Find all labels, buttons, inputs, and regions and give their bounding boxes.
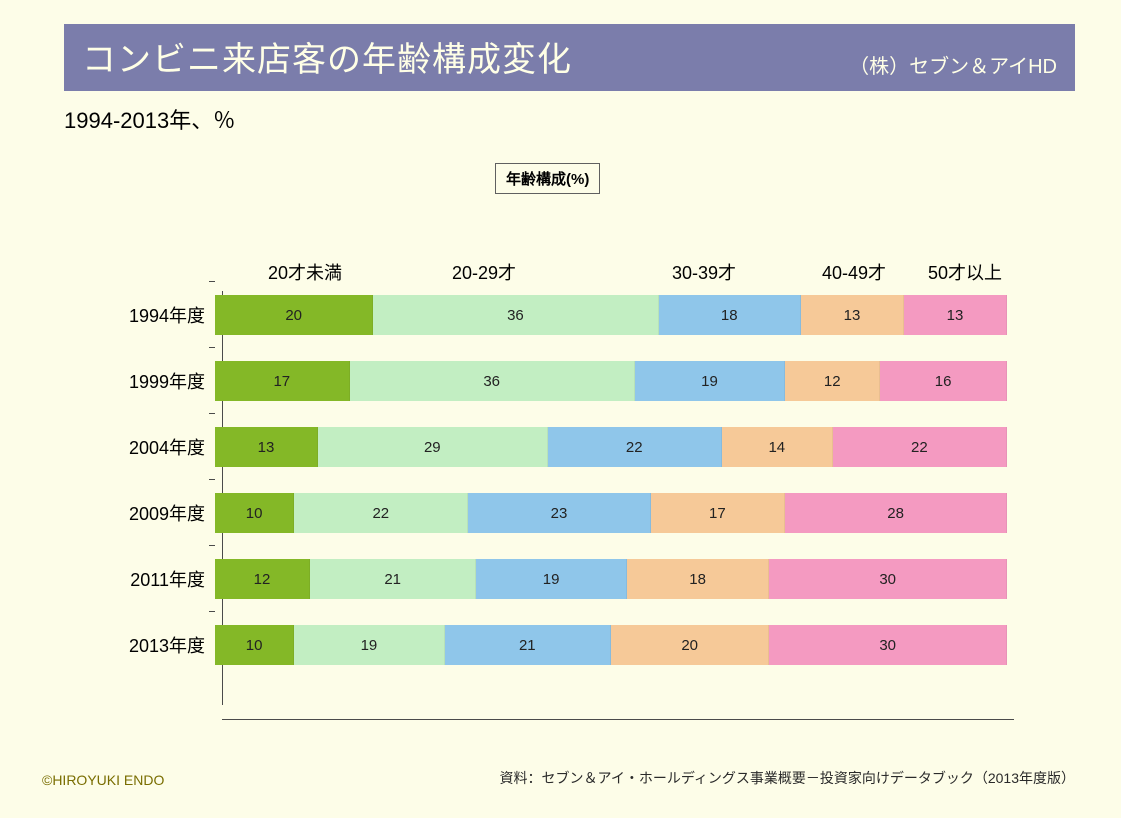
subtitle: 1994-2013年、％ (64, 103, 1121, 135)
column-header: 20才未満 (268, 259, 342, 285)
bar-segment: 20 (215, 295, 373, 335)
bar-wrap: 1329221422 (215, 423, 1007, 471)
stacked-bar: 1221191830 (215, 559, 1007, 599)
bar-segment: 36 (350, 361, 635, 401)
stacked-bar: 1736191216 (215, 361, 1007, 401)
stacked-bar: 1022231728 (215, 493, 1007, 533)
bar-segment: 10 (215, 625, 294, 665)
bar-wrap: 1736191216 (215, 357, 1007, 405)
row-label: 1999年度 (110, 368, 215, 394)
row-label: 2004年度 (110, 434, 215, 460)
bar-segment: 13 (904, 295, 1007, 335)
legend-box: 年齢構成(%) (495, 163, 600, 194)
footer-source: 資料：セブン＆アイ・ホールディングス事業概要－投資家向けデータブック（2013年… (500, 768, 1075, 788)
bar-segment: 17 (651, 493, 786, 533)
bar-segment: 12 (215, 559, 310, 599)
footer-copyright: ©HIROYUKI ENDO (42, 772, 164, 788)
bar-segment: 20 (611, 625, 769, 665)
bar-segment: 18 (627, 559, 770, 599)
row-label: 2013年度 (110, 632, 215, 658)
chart-row: 1994年度2036181313 (110, 291, 1050, 339)
chart-area: 20才未満20-29才30-39才40-49才50才以上 1994年度20361… (110, 259, 1050, 687)
bar-wrap: 1022231728 (215, 489, 1007, 537)
title-sub: （株）セブン＆アイHD (849, 50, 1057, 81)
bar-segment: 22 (294, 493, 468, 533)
bar-wrap: 2036181313 (215, 291, 1007, 339)
bar-segment: 23 (468, 493, 650, 533)
chart-rows: 1994年度20361813131999年度17361912162004年度13… (110, 291, 1050, 669)
row-label: 2009年度 (110, 500, 215, 526)
bar-segment: 19 (294, 625, 444, 665)
bar-segment: 21 (445, 625, 611, 665)
bar-segment: 36 (373, 295, 658, 335)
bar-segment: 12 (785, 361, 880, 401)
column-headers: 20才未満 20-29才 30-39才 40-49才 50才以上 (222, 259, 1050, 291)
stacked-bar: 1019212030 (215, 625, 1007, 665)
bar-segment: 30 (769, 559, 1007, 599)
chart-row: 1999年度1736191216 (110, 357, 1050, 405)
column-header: 30-39才 (672, 259, 736, 285)
bar-segment: 19 (476, 559, 626, 599)
chart-row: 2004年度1329221422 (110, 423, 1050, 471)
bar-segment: 22 (548, 427, 722, 467)
bar-segment: 13 (215, 427, 318, 467)
bar-segment: 13 (801, 295, 904, 335)
column-header: 40-49才 (822, 259, 886, 285)
bar-segment: 30 (769, 625, 1007, 665)
bar-segment: 21 (310, 559, 476, 599)
title-main: コンビニ来店客の年齢構成変化 (82, 32, 572, 81)
bar-wrap: 1019212030 (215, 621, 1007, 669)
column-header: 50才以上 (928, 259, 1002, 285)
bar-segment: 17 (215, 361, 350, 401)
row-label: 2011年度 (110, 566, 215, 592)
stacked-bar: 1329221422 (215, 427, 1007, 467)
bar-segment: 16 (880, 361, 1007, 401)
bar-segment: 19 (635, 361, 785, 401)
bar-segment: 10 (215, 493, 294, 533)
chart-row: 2009年度1022231728 (110, 489, 1050, 537)
stacked-bar: 2036181313 (215, 295, 1007, 335)
bar-segment: 14 (722, 427, 833, 467)
chart-row: 2013年度1019212030 (110, 621, 1050, 669)
x-axis-line (222, 719, 1014, 720)
bar-segment: 22 (833, 427, 1007, 467)
title-bar: コンビニ来店客の年齢構成変化 （株）セブン＆アイHD (64, 24, 1075, 91)
bar-segment: 18 (659, 295, 802, 335)
chart-row: 2011年度1221191830 (110, 555, 1050, 603)
column-header: 20-29才 (452, 259, 516, 285)
bar-segment: 28 (785, 493, 1007, 533)
bar-wrap: 1221191830 (215, 555, 1007, 603)
row-label: 1994年度 (110, 302, 215, 328)
bar-segment: 29 (318, 427, 548, 467)
